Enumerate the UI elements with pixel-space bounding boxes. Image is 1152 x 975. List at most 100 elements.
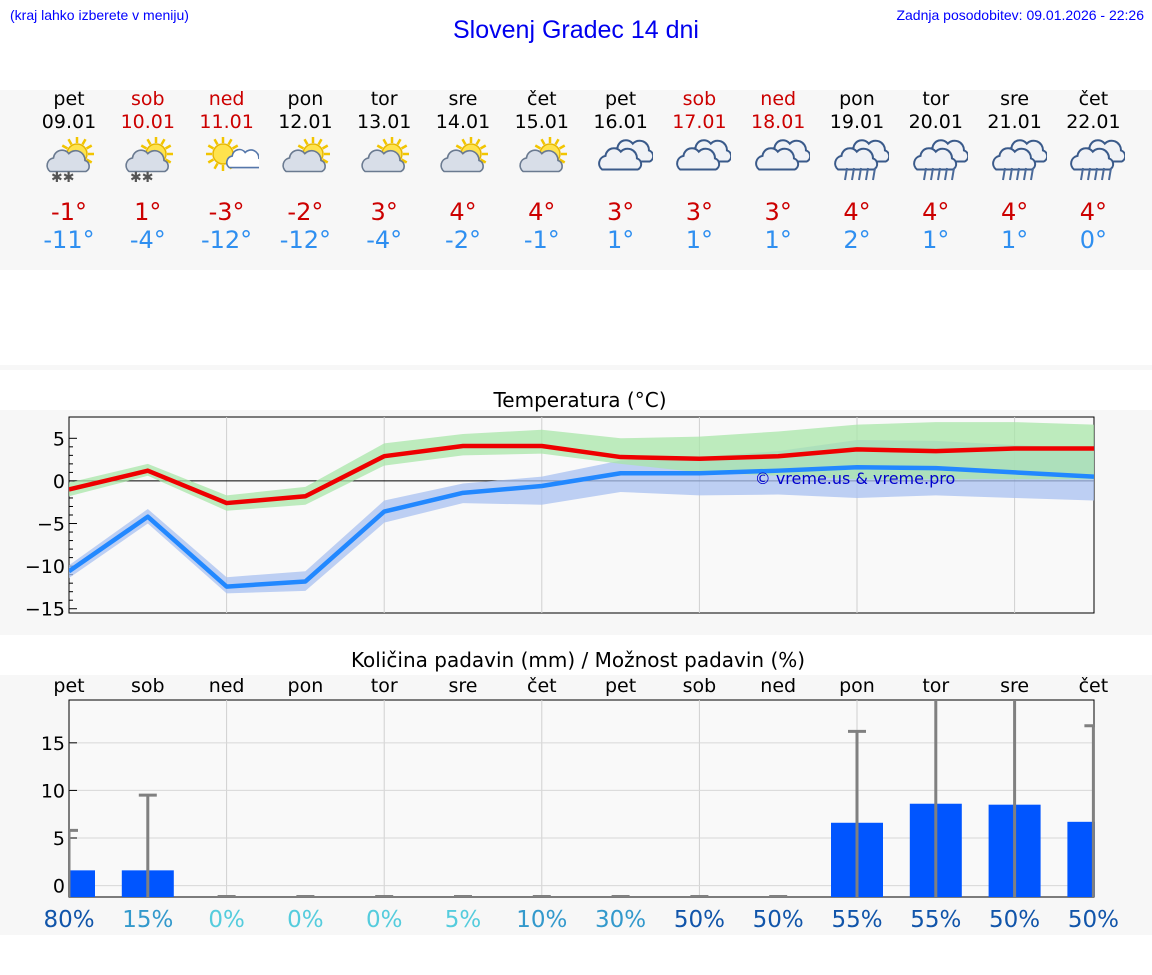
sun-ray bbox=[396, 138, 402, 146]
day-date: 20.01 bbox=[908, 111, 963, 133]
rain-drop bbox=[1029, 167, 1034, 181]
y-tick-label: −10 bbox=[25, 556, 65, 578]
day-name: sre bbox=[1000, 88, 1030, 110]
chart-title: Količina padavin (mm) / Možnost padavin … bbox=[351, 648, 805, 672]
sun-ray bbox=[558, 158, 566, 164]
day-column: tor 20.01 bbox=[896, 88, 976, 134]
x-day-label: ned bbox=[760, 675, 796, 697]
sun-ray bbox=[298, 144, 305, 150]
cloud-shape bbox=[440, 149, 484, 173]
day-date: 09.01 bbox=[41, 111, 97, 133]
daily-forecast: pet 09.01 ✱✱ -1° -11° sob 10.01 ✱✱ 1° -4° ned 11.01… bbox=[0, 88, 1152, 254]
max-temp: -3° bbox=[208, 198, 245, 226]
rain-drop bbox=[865, 167, 869, 181]
sun-ray bbox=[554, 138, 560, 146]
sun-ray bbox=[146, 138, 152, 146]
rain-drop bbox=[950, 167, 955, 181]
sun-ray bbox=[475, 138, 481, 146]
precip-bar bbox=[69, 870, 95, 897]
sun-ray bbox=[479, 144, 487, 150]
day-column: čet 15.01 bbox=[502, 88, 582, 134]
sun-ray bbox=[540, 138, 546, 146]
day-column: pon 19.01 bbox=[817, 88, 897, 134]
min-temp: -12° bbox=[200, 226, 253, 254]
sun-cloud-icon bbox=[519, 137, 567, 173]
day-date: 17.01 bbox=[672, 111, 727, 133]
sun-ray bbox=[160, 138, 166, 146]
chart-title: Temperatura (°C) bbox=[492, 388, 666, 412]
sun-ray bbox=[61, 144, 69, 150]
day-column: sre 14.01 bbox=[423, 88, 503, 134]
max-temp: -1° bbox=[51, 198, 87, 226]
rain-drop bbox=[1001, 167, 1006, 181]
day-column: pet 09.01 bbox=[29, 88, 109, 134]
max-temp: 4° bbox=[449, 198, 477, 226]
day-date: 14.01 bbox=[435, 111, 491, 133]
rain-drop bbox=[1080, 167, 1085, 181]
sun-ray bbox=[534, 144, 541, 150]
probability-label: 50% bbox=[1068, 907, 1119, 933]
probability-label: 0% bbox=[287, 907, 324, 933]
sun-ray bbox=[401, 144, 408, 150]
sun-ray bbox=[207, 144, 214, 150]
sun-ray bbox=[317, 138, 323, 146]
rain-drop bbox=[936, 167, 941, 181]
front-cloud bbox=[597, 147, 642, 171]
min-temp: -1° bbox=[523, 226, 560, 254]
day-name: pet bbox=[53, 88, 85, 110]
sun-ray bbox=[81, 138, 87, 146]
sun-ray bbox=[213, 162, 219, 170]
rain-drop bbox=[1008, 167, 1013, 181]
day-date: 12.01 bbox=[278, 111, 333, 133]
sun-ray bbox=[140, 144, 147, 150]
sun-ray bbox=[231, 144, 238, 150]
sun-ray bbox=[85, 158, 93, 164]
probability-label: 0% bbox=[366, 907, 403, 933]
y-tick-label: 15 bbox=[41, 733, 65, 755]
max-temp: 4° bbox=[922, 198, 950, 226]
day-date: 16.01 bbox=[593, 111, 648, 133]
max-temp: 1° bbox=[134, 198, 162, 226]
x-day-label: pet bbox=[53, 675, 84, 697]
rain-drop bbox=[851, 167, 855, 181]
x-day-label: sre bbox=[449, 675, 478, 697]
max-temp: -2° bbox=[287, 198, 324, 226]
x-day-label: tor bbox=[922, 675, 949, 697]
sun-ray bbox=[558, 144, 566, 150]
day-name: ned bbox=[760, 88, 797, 110]
min-temp: 1° bbox=[606, 226, 635, 254]
sun-ray bbox=[213, 138, 219, 146]
cloud-rain-icon bbox=[991, 139, 1047, 181]
min-temp: 2° bbox=[843, 226, 871, 254]
probability-label: 0% bbox=[208, 907, 245, 933]
rain-drop bbox=[1101, 167, 1106, 181]
day-column: sre 21.01 bbox=[975, 88, 1055, 134]
y-tick-label: 0 bbox=[53, 471, 65, 493]
precip-bar bbox=[1067, 821, 1095, 897]
cloud-rain-icon bbox=[912, 139, 968, 181]
sun-ray bbox=[479, 158, 487, 164]
probability-label: 55% bbox=[831, 907, 882, 933]
min-temp: -4° bbox=[129, 226, 166, 254]
sun-ray bbox=[455, 144, 463, 150]
small-cloud bbox=[225, 148, 259, 169]
rain-drop bbox=[1094, 167, 1099, 181]
day-date: 13.01 bbox=[356, 111, 412, 133]
sun-ray bbox=[164, 158, 172, 164]
location-menu-note: (kraj lahko izberete v meniju) bbox=[10, 7, 189, 23]
min-line bbox=[69, 465, 1094, 589]
sun-ray bbox=[227, 138, 233, 146]
day-name: sre bbox=[448, 88, 478, 110]
max-temp: 3° bbox=[606, 198, 635, 226]
cloud-shape bbox=[519, 149, 563, 173]
sun-ray bbox=[164, 144, 172, 150]
max-temp: 3° bbox=[685, 198, 714, 226]
sun-cloud-icon bbox=[282, 137, 331, 173]
day-name: tor bbox=[922, 88, 950, 110]
y-tick-label: −15 bbox=[25, 599, 65, 621]
band-divider bbox=[0, 365, 1152, 370]
page-title: Slovenj Gradec 14 dni bbox=[453, 16, 699, 44]
max-temp: 3° bbox=[764, 198, 792, 226]
x-day-label: čet bbox=[1079, 675, 1109, 697]
day-date: 18.01 bbox=[750, 111, 806, 133]
